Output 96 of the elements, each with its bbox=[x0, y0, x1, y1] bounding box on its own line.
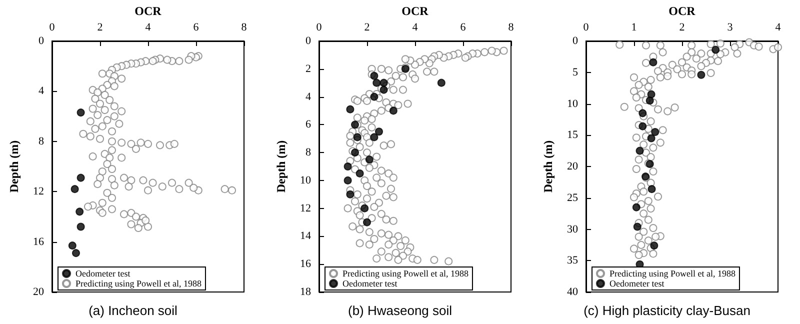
y-tick-label: 40 bbox=[567, 286, 578, 298]
legend-label: Predicting using Powell et al, 1988 bbox=[76, 278, 202, 288]
point bbox=[344, 176, 352, 184]
x-tick-label: 4 bbox=[145, 22, 152, 34]
point bbox=[650, 242, 658, 250]
point bbox=[76, 108, 85, 117]
x-tick-label: 8 bbox=[241, 22, 248, 34]
y-tick-label: 12 bbox=[33, 186, 44, 198]
point bbox=[365, 156, 374, 164]
y-tick-label: 35 bbox=[567, 254, 578, 267]
y-tick-label: 16 bbox=[300, 258, 312, 270]
y-tick-label: 20 bbox=[33, 286, 44, 298]
point bbox=[380, 86, 388, 94]
point bbox=[346, 190, 354, 198]
legend-label: Oedometer test bbox=[76, 268, 131, 278]
y-tick-label: 8 bbox=[38, 135, 44, 148]
point bbox=[351, 120, 359, 129]
point bbox=[70, 185, 79, 194]
y-axis-title: Depth (m) bbox=[274, 140, 288, 193]
y-tick-label: 0 bbox=[306, 35, 312, 47]
point bbox=[649, 58, 658, 66]
point bbox=[697, 70, 706, 79]
point bbox=[346, 105, 354, 114]
x-tick-label: 3 bbox=[727, 22, 734, 34]
text: (c) High plasticity clay-Busan bbox=[584, 303, 750, 318]
point bbox=[356, 169, 364, 178]
point bbox=[646, 96, 654, 105]
point bbox=[360, 204, 369, 212]
point bbox=[638, 109, 647, 118]
y-tick-label: 15 bbox=[567, 129, 578, 142]
point bbox=[648, 185, 656, 194]
point bbox=[636, 146, 644, 155]
y-tick-label: 0 bbox=[38, 35, 44, 47]
x-tick-label: 0 bbox=[316, 22, 322, 34]
point bbox=[76, 174, 85, 182]
point bbox=[76, 208, 84, 216]
y-tick-label: 6 bbox=[306, 118, 312, 131]
y-tick-label: 16 bbox=[33, 236, 44, 248]
point bbox=[375, 128, 383, 136]
point bbox=[363, 218, 371, 226]
point bbox=[76, 222, 85, 231]
y-tick-label: 18 bbox=[300, 286, 312, 298]
y-tick-label: 10 bbox=[567, 98, 578, 110]
x-tick-label: 0 bbox=[583, 22, 590, 34]
point bbox=[353, 133, 362, 142]
x-tick-label: 2 bbox=[97, 22, 103, 34]
y-tick-label: 4 bbox=[38, 85, 44, 98]
point bbox=[647, 134, 656, 142]
y-tick-label: 0 bbox=[572, 35, 578, 47]
x-tick-label: 0 bbox=[49, 22, 56, 34]
point bbox=[344, 162, 352, 170]
point bbox=[632, 203, 640, 212]
y-axis-title: Depth (m) bbox=[541, 140, 555, 193]
legend-label: Oedometer test bbox=[342, 278, 398, 288]
x-axis-title: OCR bbox=[402, 4, 429, 18]
point bbox=[712, 46, 720, 54]
y-tick-label: 8 bbox=[306, 146, 312, 159]
point bbox=[647, 90, 656, 98]
point bbox=[370, 133, 378, 142]
point bbox=[370, 92, 378, 101]
x-tick-label: 4 bbox=[775, 22, 782, 34]
point bbox=[370, 72, 378, 80]
point bbox=[68, 242, 76, 250]
point bbox=[638, 122, 647, 130]
point bbox=[437, 78, 446, 87]
x-tick-label: 2 bbox=[364, 22, 370, 34]
x-axis-title: OCR bbox=[134, 4, 162, 18]
x-tick-label: 6 bbox=[193, 22, 200, 34]
point bbox=[372, 78, 381, 87]
legend-label: Predicting using Powell et al, 1988 bbox=[342, 268, 469, 278]
text: (b) Hwaseong soil bbox=[348, 303, 452, 318]
y-tick-label: 12 bbox=[300, 202, 311, 214]
y-tick-label: 4 bbox=[306, 90, 312, 103]
x-tick-label: 4 bbox=[412, 22, 418, 34]
point bbox=[651, 128, 660, 136]
y-tick-label: 20 bbox=[567, 160, 578, 172]
y-tick-label: 25 bbox=[567, 192, 578, 204]
y-tick-label: 14 bbox=[300, 230, 312, 242]
y-tick-label: 10 bbox=[300, 174, 312, 186]
x-tick-label: 2 bbox=[679, 22, 685, 34]
y-tick-label: 5 bbox=[572, 66, 578, 78]
x-tick-label: 1 bbox=[631, 22, 637, 34]
y-tick-label: 30 bbox=[567, 223, 578, 236]
point bbox=[633, 222, 642, 231]
legend-label: Oedometer test bbox=[610, 278, 665, 288]
y-axis-title: Depth (m) bbox=[7, 140, 21, 193]
point bbox=[351, 148, 359, 157]
x-axis-title: OCR bbox=[668, 4, 696, 18]
point bbox=[389, 106, 398, 115]
y-tick-label: 2 bbox=[306, 62, 311, 75]
x-tick-label: 8 bbox=[508, 22, 514, 34]
point bbox=[380, 78, 388, 87]
text: (a) Incheon soil bbox=[88, 303, 178, 318]
point bbox=[72, 249, 80, 258]
legend-label: Predicting using Powell et al, 1988 bbox=[610, 268, 736, 278]
x-tick-label: 6 bbox=[460, 22, 466, 34]
